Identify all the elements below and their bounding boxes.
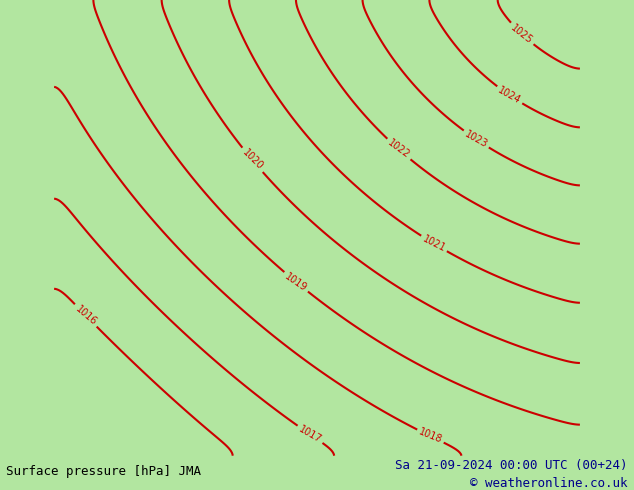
Text: 1018: 1018 [417,427,444,445]
Text: 1019: 1019 [283,271,309,293]
Text: © weatheronline.co.uk: © weatheronline.co.uk [470,477,628,490]
Text: Surface pressure [hPa] JMA: Surface pressure [hPa] JMA [6,465,202,478]
Text: 1024: 1024 [496,85,523,106]
Text: 1016: 1016 [73,304,98,327]
Text: 1021: 1021 [421,234,447,254]
Text: Sa 21-09-2024 00:00 UTC (00+24): Sa 21-09-2024 00:00 UTC (00+24) [395,460,628,472]
Text: 1022: 1022 [386,138,411,161]
Text: 1025: 1025 [509,23,534,46]
Text: 1020: 1020 [240,148,264,172]
Text: 1023: 1023 [463,129,489,149]
Text: 1017: 1017 [297,424,323,445]
